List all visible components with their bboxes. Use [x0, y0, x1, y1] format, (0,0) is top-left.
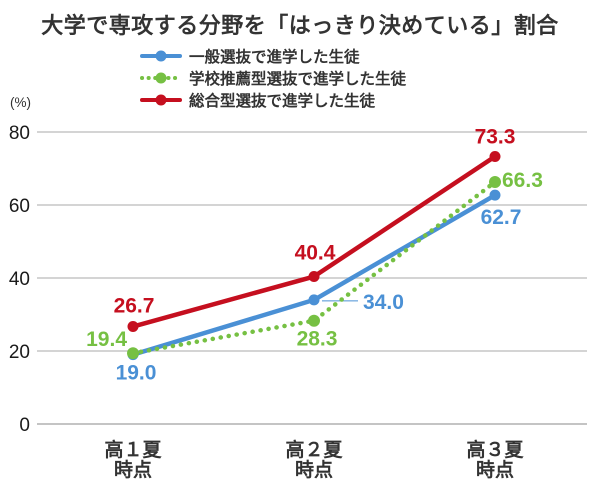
- legend-line-marker-icon: [140, 94, 182, 105]
- data-value-label: 19.0: [116, 362, 157, 385]
- data-value-label: 73.3: [475, 125, 516, 148]
- data-value-label: 40.4: [295, 242, 336, 265]
- legend-dot: [155, 72, 167, 83]
- data-value-label: 28.3: [297, 328, 338, 351]
- data-point: [489, 150, 501, 162]
- y-tick-label: 0: [19, 415, 30, 436]
- legend-dotted-marker-icon: [140, 72, 182, 83]
- legend-label: 一般選抜で進学した生徒: [189, 48, 360, 66]
- data-value-label: 66.3: [502, 169, 543, 192]
- legend-item-general-admission: 一般選抜で進学した生徒: [140, 45, 406, 66]
- legend-dot: [155, 94, 167, 105]
- data-value-label: 34.0: [363, 291, 404, 314]
- y-tick-label: 40: [9, 269, 30, 290]
- data-value-label: 26.7: [114, 295, 155, 318]
- chart-title: 大学で専攻する分野を「はっきり決めている」割合: [41, 13, 559, 38]
- y-tick-label: 80: [9, 123, 30, 144]
- x-axis-label: 高２夏: [285, 438, 343, 461]
- y-tick-label: 20: [9, 342, 30, 363]
- x-axis-label: 時点: [114, 459, 152, 481]
- x-axis-label: 高３夏: [466, 438, 524, 461]
- data-point: [127, 347, 139, 360]
- legend-label: 学校推薦型選抜で進学した生徒: [189, 70, 407, 88]
- x-axis-label: 時点: [295, 459, 333, 481]
- legend-item-comprehensive-admission: 総合型選抜で進学した生徒: [140, 89, 406, 110]
- data-point: [308, 271, 320, 283]
- legend: 一般選抜で進学した生徒 学校推薦型選抜で進学した生徒 総合型選抜で進学した生徒: [140, 45, 406, 111]
- data-point: [127, 321, 139, 333]
- data-point: [308, 314, 320, 327]
- x-axis-label: 高１夏: [104, 438, 162, 461]
- data-point: [489, 189, 501, 201]
- legend-label: 総合型選抜で進学した生徒: [189, 92, 376, 110]
- data-value-label: 19.4: [86, 328, 127, 351]
- y-axis-unit-label: (%): [10, 95, 31, 110]
- y-tick-label: 60: [9, 196, 30, 217]
- data-value-label: 62.7: [481, 206, 522, 229]
- legend-line-marker-icon: [140, 50, 182, 61]
- data-point: [489, 176, 501, 189]
- x-axis-label: 時点: [476, 459, 514, 481]
- legend-dot: [155, 50, 167, 61]
- legend-item-school-recommendation: 学校推薦型選抜で進学した生徒: [140, 67, 406, 88]
- data-point: [308, 294, 320, 306]
